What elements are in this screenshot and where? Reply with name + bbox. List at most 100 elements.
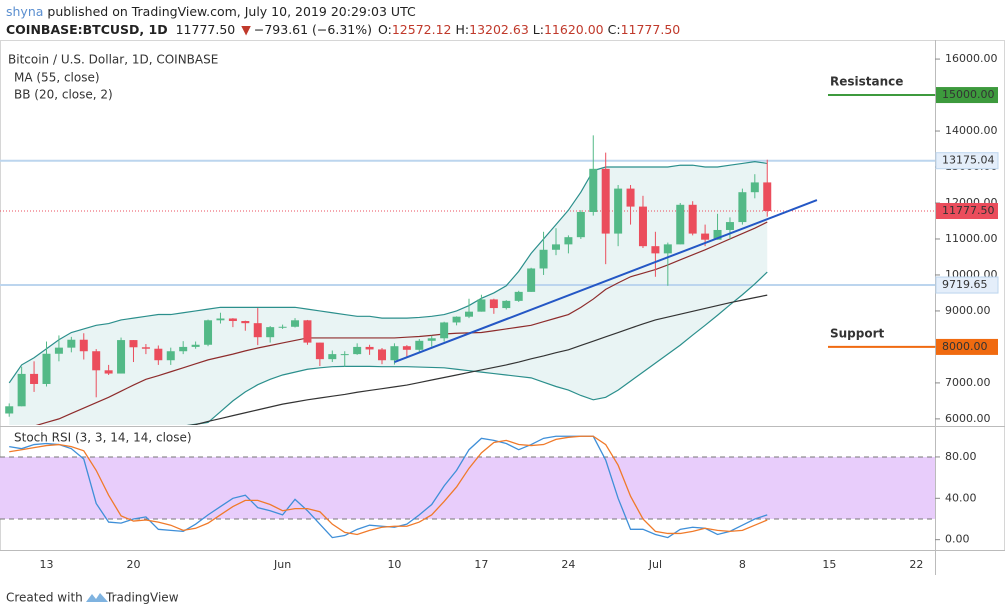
x-tick-label: 15 bbox=[822, 558, 836, 571]
candle-body bbox=[601, 168, 610, 234]
candle-body bbox=[179, 346, 188, 352]
high-value: 13202.63 bbox=[469, 22, 529, 37]
legend-stoch: Stoch RSI (3, 3, 14, 14, close) bbox=[14, 431, 192, 445]
y-tick-label: 11000.00 bbox=[945, 232, 998, 245]
low-name: L: bbox=[533, 22, 544, 37]
y-tick-label: 6000.00 bbox=[945, 412, 991, 425]
x-tick-label: 13 bbox=[39, 558, 53, 571]
x-tick-label: 8 bbox=[739, 558, 746, 571]
price-label: 11777.50 bbox=[942, 204, 995, 217]
level-label: 15000.00 bbox=[942, 88, 995, 101]
candle-body bbox=[750, 182, 759, 193]
candle-body bbox=[465, 311, 473, 317]
price-label: 9719.65 bbox=[942, 278, 988, 291]
indicator-line bbox=[8, 161, 768, 384]
level-text: Resistance bbox=[830, 75, 903, 89]
logo bbox=[86, 593, 108, 602]
candle-body bbox=[688, 204, 697, 234]
candle-body bbox=[17, 373, 26, 407]
close-value: 11777.50 bbox=[621, 22, 681, 37]
y-tick-label: 16000.00 bbox=[945, 52, 998, 65]
candle-body bbox=[477, 299, 486, 312]
price-box bbox=[935, 276, 999, 294]
level-text: Support bbox=[830, 326, 885, 340]
price-box bbox=[936, 203, 998, 220]
candle-body bbox=[291, 320, 300, 327]
candle-body bbox=[713, 229, 722, 240]
legend-bb: BB (20, close, 2) bbox=[14, 88, 113, 102]
trend-line bbox=[394, 199, 818, 363]
indicator-line bbox=[186, 271, 768, 425]
level-box bbox=[936, 87, 998, 104]
last-price: 11777.50 bbox=[176, 22, 236, 37]
candle-body bbox=[266, 327, 275, 338]
candle-body bbox=[141, 347, 150, 349]
band-fill bbox=[0, 456, 935, 519]
open-name: O: bbox=[378, 22, 392, 37]
close-name: C: bbox=[608, 22, 621, 37]
candle-body bbox=[576, 211, 585, 238]
candle-body bbox=[365, 346, 374, 350]
candle-body bbox=[452, 316, 461, 323]
candle-body bbox=[390, 346, 399, 361]
candle-body bbox=[191, 344, 200, 347]
x-tick-label: 20 bbox=[126, 558, 140, 571]
candle-body bbox=[42, 353, 51, 384]
candle-body bbox=[651, 246, 660, 254]
high-name: H: bbox=[456, 22, 470, 37]
candle-body bbox=[166, 351, 175, 361]
price-label: 13175.04 bbox=[942, 154, 995, 167]
candle-body bbox=[489, 299, 498, 309]
symbol: COINBASE:BTCUSD, 1D bbox=[6, 22, 168, 37]
candle-body bbox=[738, 192, 747, 223]
candle-body bbox=[415, 340, 424, 350]
indicator-line bbox=[35, 221, 768, 425]
x-tick-label: 24 bbox=[561, 558, 575, 571]
candle-body bbox=[30, 373, 39, 384]
price-box bbox=[935, 152, 999, 170]
y-tick-label: 7000.00 bbox=[945, 376, 991, 389]
x-tick-label: 17 bbox=[474, 558, 488, 571]
candle-body bbox=[502, 300, 511, 309]
candle-body bbox=[340, 354, 349, 356]
y-tick-label: 9000.00 bbox=[945, 304, 991, 317]
x-tick-label: 10 bbox=[387, 558, 401, 571]
candle-body bbox=[701, 233, 710, 240]
candle-body bbox=[378, 349, 387, 361]
candle-body bbox=[440, 322, 449, 339]
candle-body bbox=[54, 347, 63, 354]
change-arrow: ▼ bbox=[241, 22, 251, 37]
candle-body bbox=[92, 351, 101, 371]
x-tick-label: Jul bbox=[648, 558, 662, 571]
footer: Created with TradingView bbox=[6, 591, 179, 605]
candle-body bbox=[514, 291, 523, 301]
candle-body bbox=[67, 339, 76, 348]
level-label: 8000.00 bbox=[942, 340, 988, 353]
x-tick-label: 22 bbox=[909, 558, 923, 571]
legend-ma: MA (55, close) bbox=[14, 71, 100, 85]
x-tick-label: Jun bbox=[273, 558, 291, 571]
candle-body bbox=[564, 237, 573, 245]
candle-body bbox=[79, 339, 88, 352]
candle-body bbox=[353, 346, 362, 355]
candle-body bbox=[328, 354, 337, 360]
candle-body bbox=[253, 323, 262, 338]
candle-body bbox=[763, 182, 772, 212]
candle-body bbox=[427, 338, 436, 341]
candle-body bbox=[663, 244, 672, 254]
candle-body bbox=[241, 321, 250, 324]
footer-created: Created with bbox=[6, 591, 83, 605]
candle-body bbox=[104, 370, 113, 374]
candle-body bbox=[539, 249, 548, 269]
candle-body bbox=[626, 188, 635, 207]
stoch-line bbox=[9, 435, 768, 536]
candle-body bbox=[129, 340, 138, 348]
y-tick-label: 80.00 bbox=[945, 450, 977, 463]
low-value: 11620.00 bbox=[544, 22, 604, 37]
candle-body bbox=[527, 268, 536, 292]
candle-body bbox=[676, 204, 685, 245]
publish-line: shyna published on TradingView.com, July … bbox=[6, 4, 416, 19]
candle-body bbox=[725, 222, 734, 230]
open-value: 12572.12 bbox=[392, 22, 452, 37]
candle-body bbox=[278, 326, 287, 328]
